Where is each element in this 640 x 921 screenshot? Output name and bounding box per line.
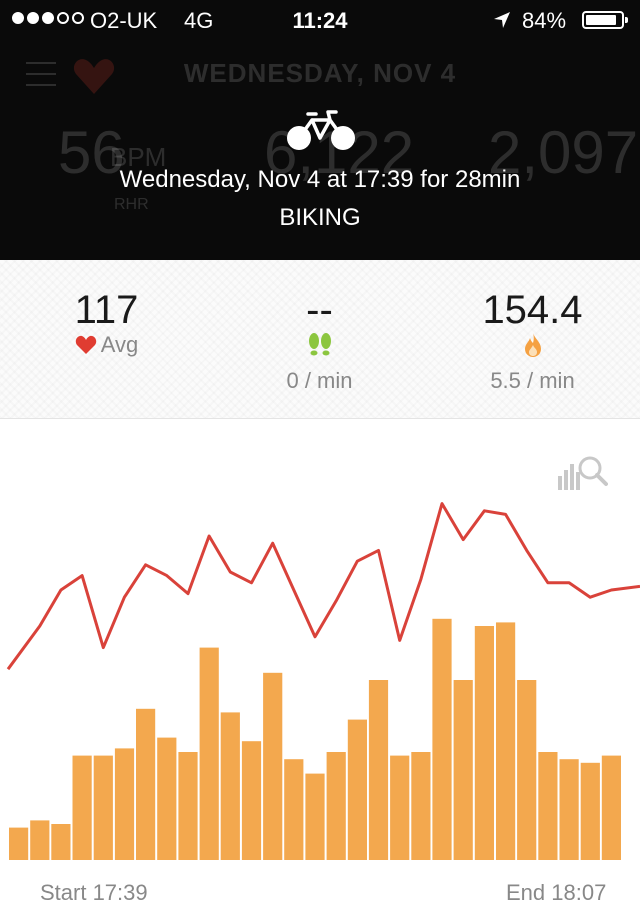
carrier-name: O2-UK xyxy=(90,8,158,33)
calorie-bar xyxy=(601,755,621,860)
calorie-bar xyxy=(178,752,198,860)
calorie-bar xyxy=(93,755,113,860)
heart-logo-icon xyxy=(73,59,115,94)
calorie-bar xyxy=(220,712,240,860)
heart-rate-stat: 117 Avg xyxy=(0,260,213,418)
calorie-bar xyxy=(580,762,600,860)
chart-start-label: Start 17:39 xyxy=(40,880,148,905)
calorie-bar xyxy=(390,755,410,860)
steps-stat: -- 0 / min xyxy=(213,260,426,418)
calorie-bar xyxy=(538,752,558,860)
bpm-unit: BPM xyxy=(110,142,167,172)
heart-icon xyxy=(75,335,96,354)
calorie-bar xyxy=(199,647,219,860)
calories-rate: 5.5 / min xyxy=(490,368,575,393)
chart-zoom-icon[interactable] xyxy=(556,454,608,492)
calorie-bar xyxy=(411,752,431,860)
location-arrow-icon xyxy=(494,12,510,28)
calorie-bar xyxy=(241,741,262,860)
flame-icon xyxy=(524,333,541,357)
calorie-bar xyxy=(368,680,389,860)
status-time: 11:24 xyxy=(292,8,348,33)
daily-calories-value: 2,097 xyxy=(488,119,639,186)
heart-rate-value: 117 xyxy=(74,288,139,332)
chart-end-label: End 18:07 xyxy=(506,880,607,905)
calorie-bar xyxy=(432,618,452,860)
calorie-bar xyxy=(30,820,50,860)
calorie-bar xyxy=(114,748,135,860)
steps-rate: 0 / min xyxy=(286,368,353,393)
activity-chart xyxy=(6,502,640,860)
calorie-bar xyxy=(559,759,579,860)
resting-heart-rate-value: 56 xyxy=(58,119,125,186)
calorie-bar xyxy=(326,752,346,860)
network-type: 4G xyxy=(184,8,214,33)
calorie-bar xyxy=(284,759,304,860)
battery-percent: 84% xyxy=(522,8,567,33)
calorie-bar xyxy=(474,626,494,860)
signal-dot xyxy=(42,12,54,24)
status-bar: O2-UK 4G 11:24 84% xyxy=(0,0,640,40)
calories-value: 154.4 xyxy=(482,288,583,332)
signal-dot xyxy=(57,12,69,24)
header: O2-UK 4G 11:24 84% WEDNESDAY, NOV 4 56 B… xyxy=(0,0,640,260)
calories-stat: 154.4 5.5 / min xyxy=(426,260,639,418)
footsteps-icon xyxy=(308,333,331,356)
day-title: WEDNESDAY, NOV 4 xyxy=(183,58,457,88)
activity-stats: 117 Avg -- 0 / min 154.4 5.5 xyxy=(0,260,640,419)
calorie-bar xyxy=(517,680,537,860)
rhr-label: RHR xyxy=(114,196,149,213)
calorie-bar xyxy=(347,719,367,860)
heart-rate-label: Avg xyxy=(100,332,139,357)
calorie-bar xyxy=(496,622,516,860)
signal-dot xyxy=(27,12,39,24)
signal-dot xyxy=(12,12,24,24)
menu-icon[interactable] xyxy=(26,62,56,86)
calorie-bar xyxy=(263,672,283,860)
signal-dot xyxy=(72,12,84,24)
steps-value: -- xyxy=(306,288,333,332)
calorie-bar xyxy=(453,680,473,860)
calorie-bar xyxy=(157,737,177,860)
activity-type: BIKING xyxy=(279,204,361,231)
activity-date-line: Wednesday, Nov 4 at 17:39 for 28min xyxy=(119,166,521,193)
heart-rate-line xyxy=(6,502,640,671)
calorie-bar xyxy=(305,773,325,860)
calorie-bar xyxy=(136,708,156,860)
battery-icon xyxy=(582,11,628,29)
calorie-bar xyxy=(9,827,29,860)
calorie-bar xyxy=(51,824,71,860)
calorie-bar xyxy=(72,755,92,860)
signal-strength-icon xyxy=(12,12,84,24)
bicycle-icon xyxy=(287,110,355,150)
